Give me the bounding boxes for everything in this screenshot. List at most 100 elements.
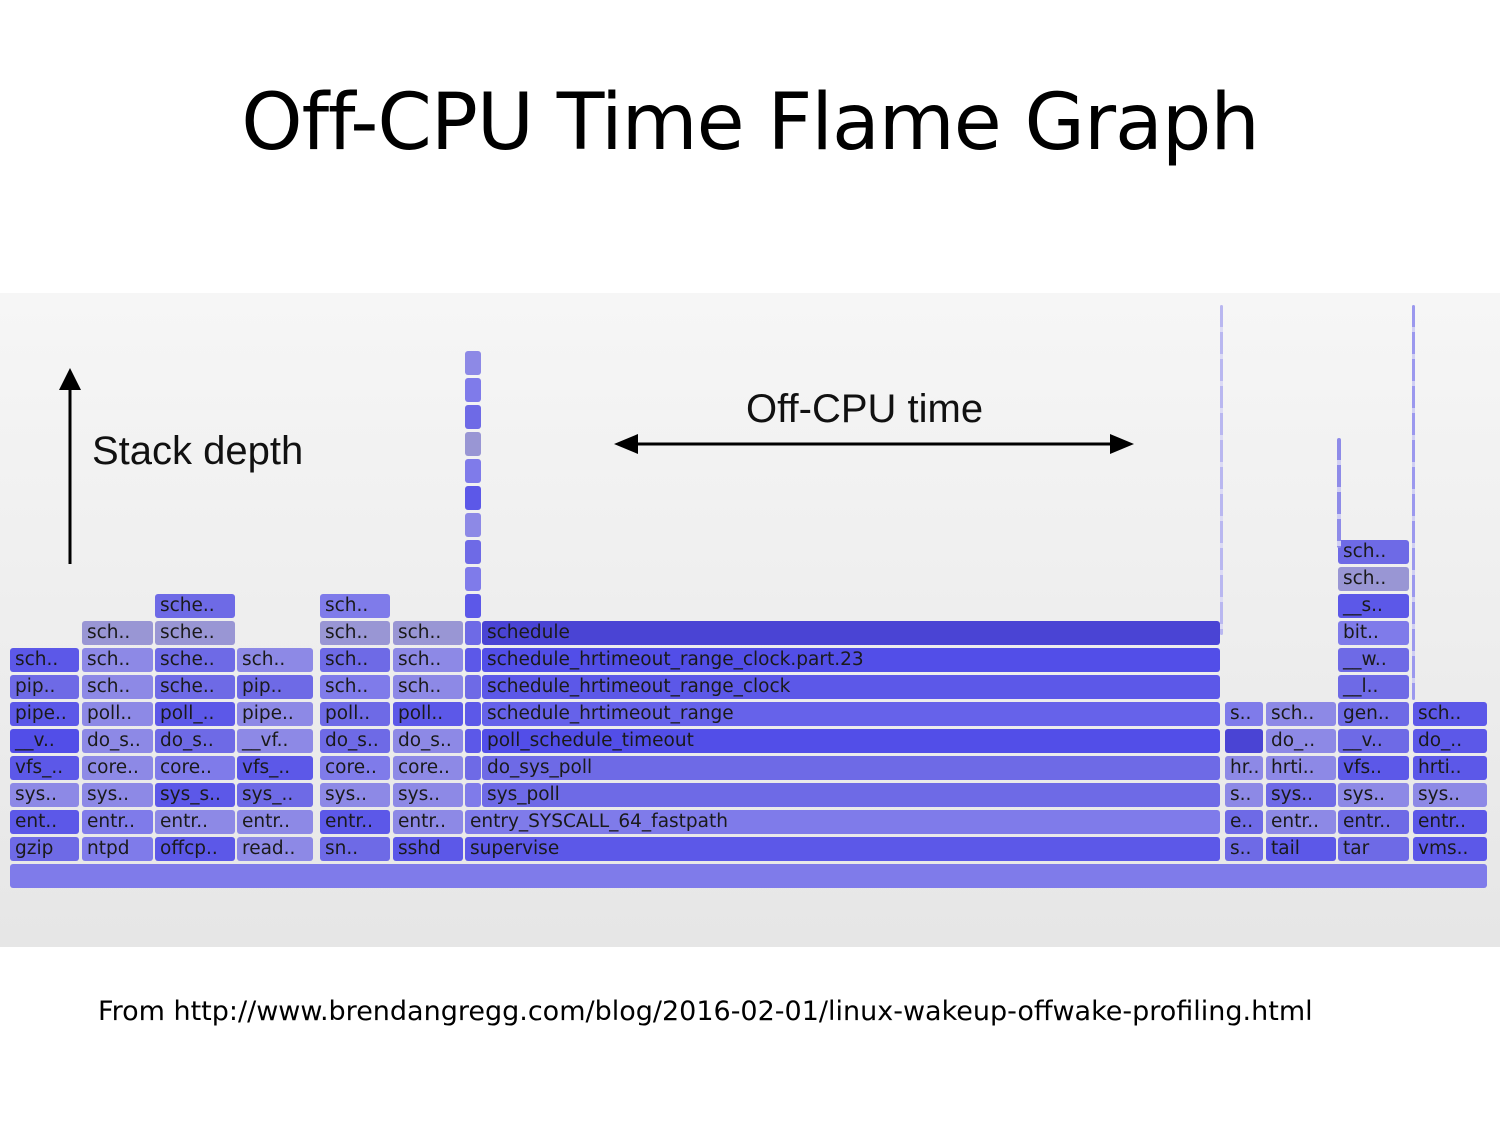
flame-frame[interactable]: sch..	[82, 621, 153, 645]
flame-frame[interactable]: hrti..	[1266, 756, 1336, 780]
flame-frame[interactable]: sch..	[393, 648, 463, 672]
flame-frame[interactable]	[465, 702, 481, 726]
flame-frame[interactable]: sch..	[320, 621, 390, 645]
flame-frame[interactable]: sys..	[320, 783, 390, 807]
flame-frame[interactable]: do_sys_poll	[482, 756, 1220, 780]
flame-frame[interactable]: poll..	[320, 702, 390, 726]
flame-frame[interactable]: sche..	[155, 675, 235, 699]
flame-frame[interactable]: tar	[1338, 837, 1409, 861]
flame-frame[interactable]: vfs_..	[237, 756, 313, 780]
flame-frame[interactable]	[1225, 729, 1263, 753]
flame-frame[interactable]	[465, 432, 481, 456]
flame-frame[interactable]: pipe..	[10, 702, 79, 726]
flame-frame[interactable]	[465, 513, 481, 537]
flame-frame[interactable]: do_..	[1266, 729, 1336, 753]
flame-frame[interactable]: do_s..	[82, 729, 153, 753]
flame-frame[interactable]: sshd	[393, 837, 463, 861]
flame-frame[interactable]: entr..	[393, 810, 463, 834]
flame-frame[interactable]: sch..	[393, 675, 463, 699]
flame-frame[interactable]	[465, 648, 481, 672]
flame-frame[interactable]: offcp..	[155, 837, 235, 861]
flame-frame[interactable]: sys..	[393, 783, 463, 807]
flame-frame[interactable]: entr..	[237, 810, 313, 834]
flame-frame[interactable]: read..	[237, 837, 313, 861]
flame-frame[interactable]	[465, 729, 481, 753]
flame-frame[interactable]: sys..	[10, 783, 79, 807]
flame-frame[interactable]: sch..	[82, 648, 153, 672]
flame-frame[interactable]: __l..	[1338, 675, 1409, 699]
flame-frame[interactable]: sys..	[1413, 783, 1487, 807]
flame-frame[interactable]: pipe..	[237, 702, 313, 726]
flame-frame[interactable]: do_s..	[155, 729, 235, 753]
flame-frame[interactable]: __vf..	[237, 729, 313, 753]
flame-frame[interactable]	[465, 540, 481, 564]
flame-frame[interactable]: entr..	[1266, 810, 1336, 834]
flame-frame[interactable]: ent..	[10, 810, 79, 834]
flame-frame[interactable]: gen..	[1338, 702, 1409, 726]
flame-frame[interactable]: __s..	[1338, 594, 1409, 618]
flame-frame[interactable]: vms..	[1413, 837, 1487, 861]
flame-frame[interactable]	[465, 756, 481, 780]
flame-frame[interactable]: sch..	[320, 675, 390, 699]
flame-frame[interactable]: sch..	[393, 621, 463, 645]
flame-frame[interactable]: hrti..	[1413, 756, 1487, 780]
flame-frame[interactable]: pip..	[10, 675, 79, 699]
flame-frame[interactable]: sch..	[1266, 702, 1336, 726]
flame-frame[interactable]: poll_schedule_timeout	[482, 729, 1220, 753]
flame-frame[interactable]: __v..	[1338, 729, 1409, 753]
flame-frame[interactable]: poll..	[82, 702, 153, 726]
flame-frame[interactable]: schedule_hrtimeout_range_clock.part.23	[482, 648, 1220, 672]
flame-frame[interactable]: sys..	[1338, 783, 1409, 807]
flame-frame[interactable]: vfs..	[1338, 756, 1409, 780]
flame-frame[interactable]: sche..	[155, 594, 235, 618]
flame-frame[interactable]: sys_s..	[155, 783, 235, 807]
flame-frame[interactable]: sch..	[320, 648, 390, 672]
flame-frame[interactable]	[465, 405, 481, 429]
flame-frame[interactable]: supervise	[465, 837, 1220, 861]
flame-frame[interactable]: poll_..	[155, 702, 235, 726]
flame-frame[interactable]: sys..	[82, 783, 153, 807]
flame-frame[interactable]	[465, 378, 481, 402]
flame-frame[interactable]: sch..	[82, 675, 153, 699]
flame-frame[interactable]	[465, 783, 481, 807]
flame-frame[interactable]: tail	[1266, 837, 1336, 861]
flame-frame[interactable]: sch..	[10, 648, 79, 672]
flame-frame[interactable]	[465, 594, 481, 618]
flame-frame[interactable]	[465, 621, 481, 645]
flame-frame[interactable]: schedule_hrtimeout_range_clock	[482, 675, 1220, 699]
flame-frame[interactable]: sn..	[320, 837, 390, 861]
flame-frame[interactable]: ntpd	[82, 837, 153, 861]
flame-frame[interactable]	[10, 864, 1487, 888]
flame-frame[interactable]	[465, 567, 481, 591]
flame-frame[interactable]: sch..	[320, 594, 390, 618]
flame-frame[interactable]: s..	[1225, 783, 1263, 807]
flame-frame[interactable]: e..	[1225, 810, 1263, 834]
flame-frame[interactable]: gzip	[10, 837, 79, 861]
flame-frame[interactable]: hr..	[1225, 756, 1263, 780]
flame-frame[interactable]	[465, 486, 481, 510]
flame-frame[interactable]: sch..	[237, 648, 313, 672]
flame-frame[interactable]: pip..	[237, 675, 313, 699]
flame-frame[interactable]	[465, 459, 481, 483]
flame-frame[interactable]: core..	[82, 756, 153, 780]
flame-frame[interactable]: schedule_hrtimeout_range	[482, 702, 1220, 726]
flame-frame[interactable]: sche..	[155, 621, 235, 645]
flame-frame[interactable]: entr..	[155, 810, 235, 834]
flame-frame[interactable]: do_s..	[320, 729, 390, 753]
flame-frame[interactable]	[465, 675, 481, 699]
flame-frame[interactable]: entry_SYSCALL_64_fastpath	[465, 810, 1220, 834]
flame-frame[interactable]: s..	[1225, 837, 1263, 861]
flame-frame[interactable]: entr..	[1338, 810, 1409, 834]
flame-frame[interactable]: sch..	[1413, 702, 1487, 726]
flame-frame[interactable]: schedule	[482, 621, 1220, 645]
flame-frame[interactable]: __w..	[1338, 648, 1409, 672]
flame-frame[interactable]: core..	[155, 756, 235, 780]
flame-frame[interactable]	[465, 351, 481, 375]
flame-frame[interactable]: do_..	[1413, 729, 1487, 753]
flame-frame[interactable]: sys..	[1266, 783, 1336, 807]
flame-frame[interactable]: entr..	[1413, 810, 1487, 834]
flame-frame[interactable]: entr..	[82, 810, 153, 834]
flame-frame[interactable]: __v..	[10, 729, 79, 753]
flame-frame[interactable]: bit..	[1338, 621, 1409, 645]
flame-frame[interactable]: vfs_..	[10, 756, 79, 780]
